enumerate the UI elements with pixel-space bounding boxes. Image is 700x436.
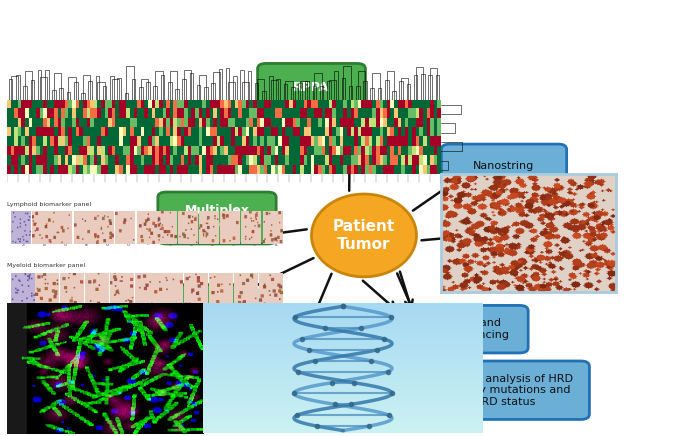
FancyBboxPatch shape	[158, 192, 276, 244]
Text: MHC-8: MHC-8	[223, 294, 227, 306]
Text: CD68b: CD68b	[148, 294, 153, 306]
Text: RPPA: RPPA	[293, 81, 330, 94]
Text: Tryptase: Tryptase	[49, 291, 53, 306]
FancyBboxPatch shape	[258, 63, 365, 111]
FancyBboxPatch shape	[419, 361, 589, 419]
Text: PD-1: PD-1	[43, 237, 48, 245]
FancyBboxPatch shape	[149, 285, 257, 330]
Text: CD163: CD163	[198, 294, 202, 306]
Text: CD30: CD30	[272, 296, 276, 306]
Text: Bulk DNA and
RNA Sequencing: Bulk DNA and RNA Sequencing	[416, 318, 508, 340]
Ellipse shape	[312, 194, 416, 277]
Text: DC-SIGN: DC-SIGN	[124, 291, 127, 306]
Text: Patient
Tumor: Patient Tumor	[333, 219, 395, 252]
FancyBboxPatch shape	[203, 327, 321, 375]
Text: GczB: GczB	[183, 358, 187, 367]
Text: CD89: CD89	[74, 296, 78, 306]
Text: CD88: CD88	[251, 358, 255, 367]
Text: CSF1R: CSF1R	[99, 295, 103, 306]
Text: DOMES: DOMES	[160, 354, 164, 367]
Text: PD1: PD1	[92, 360, 96, 367]
Text: CD3: CD3	[64, 238, 69, 245]
Text: Mass
Cytometry: Mass Cytometry	[226, 337, 299, 365]
FancyBboxPatch shape	[441, 144, 566, 187]
Text: Tbet: Tbet	[228, 359, 232, 367]
Text: GATA3: GATA3	[169, 234, 174, 245]
Text: Nanostring: Nanostring	[473, 161, 535, 170]
Text: Nuclei: Nuclei	[22, 234, 27, 245]
Text: TCR
Sequencing: TCR Sequencing	[316, 315, 398, 343]
Text: Foxp3: Foxp3	[190, 235, 195, 245]
Text: Ki67: Ki67	[114, 359, 118, 367]
Text: PD-L1: PD-L1	[248, 296, 252, 306]
Text: Tbet: Tbet	[148, 237, 153, 245]
Text: Nuclei: Nuclei	[23, 356, 27, 367]
Text: PD-L1: PD-L1	[211, 235, 216, 245]
Text: p16: p16	[274, 238, 279, 245]
Text: CD83: CD83	[174, 296, 177, 306]
Text: Nuclei: Nuclei	[25, 295, 29, 306]
Text: Multiplex
IHC: Multiplex IHC	[185, 204, 249, 232]
Text: CD56: CD56	[106, 235, 111, 245]
FancyBboxPatch shape	[461, 228, 547, 269]
Text: IHC: IHC	[494, 244, 514, 253]
Text: Functional biomarker panel: Functional biomarker panel	[7, 329, 93, 334]
Text: IDO: IDO	[205, 361, 209, 367]
Text: CD8: CD8	[137, 360, 141, 367]
Text: Detailed analysis of HRD
pathway mutations and
HRD status: Detailed analysis of HRD pathway mutatio…	[435, 374, 573, 407]
Text: RORgt: RORgt	[85, 234, 90, 245]
Text: Cyclic IF: Cyclic IF	[174, 301, 232, 314]
Text: CD29: CD29	[232, 235, 237, 245]
Text: CD3: CD3	[69, 360, 73, 367]
Text: CD8: CD8	[127, 238, 132, 245]
Text: CD45: CD45	[253, 235, 258, 245]
Text: CD45: CD45	[274, 358, 278, 367]
Text: CD4: CD4	[46, 360, 50, 367]
Text: Lymphoid biomarker panel: Lymphoid biomarker panel	[7, 202, 91, 207]
FancyBboxPatch shape	[298, 305, 416, 353]
FancyBboxPatch shape	[396, 305, 528, 353]
Text: Myeloid biomarker panel: Myeloid biomarker panel	[7, 263, 85, 268]
